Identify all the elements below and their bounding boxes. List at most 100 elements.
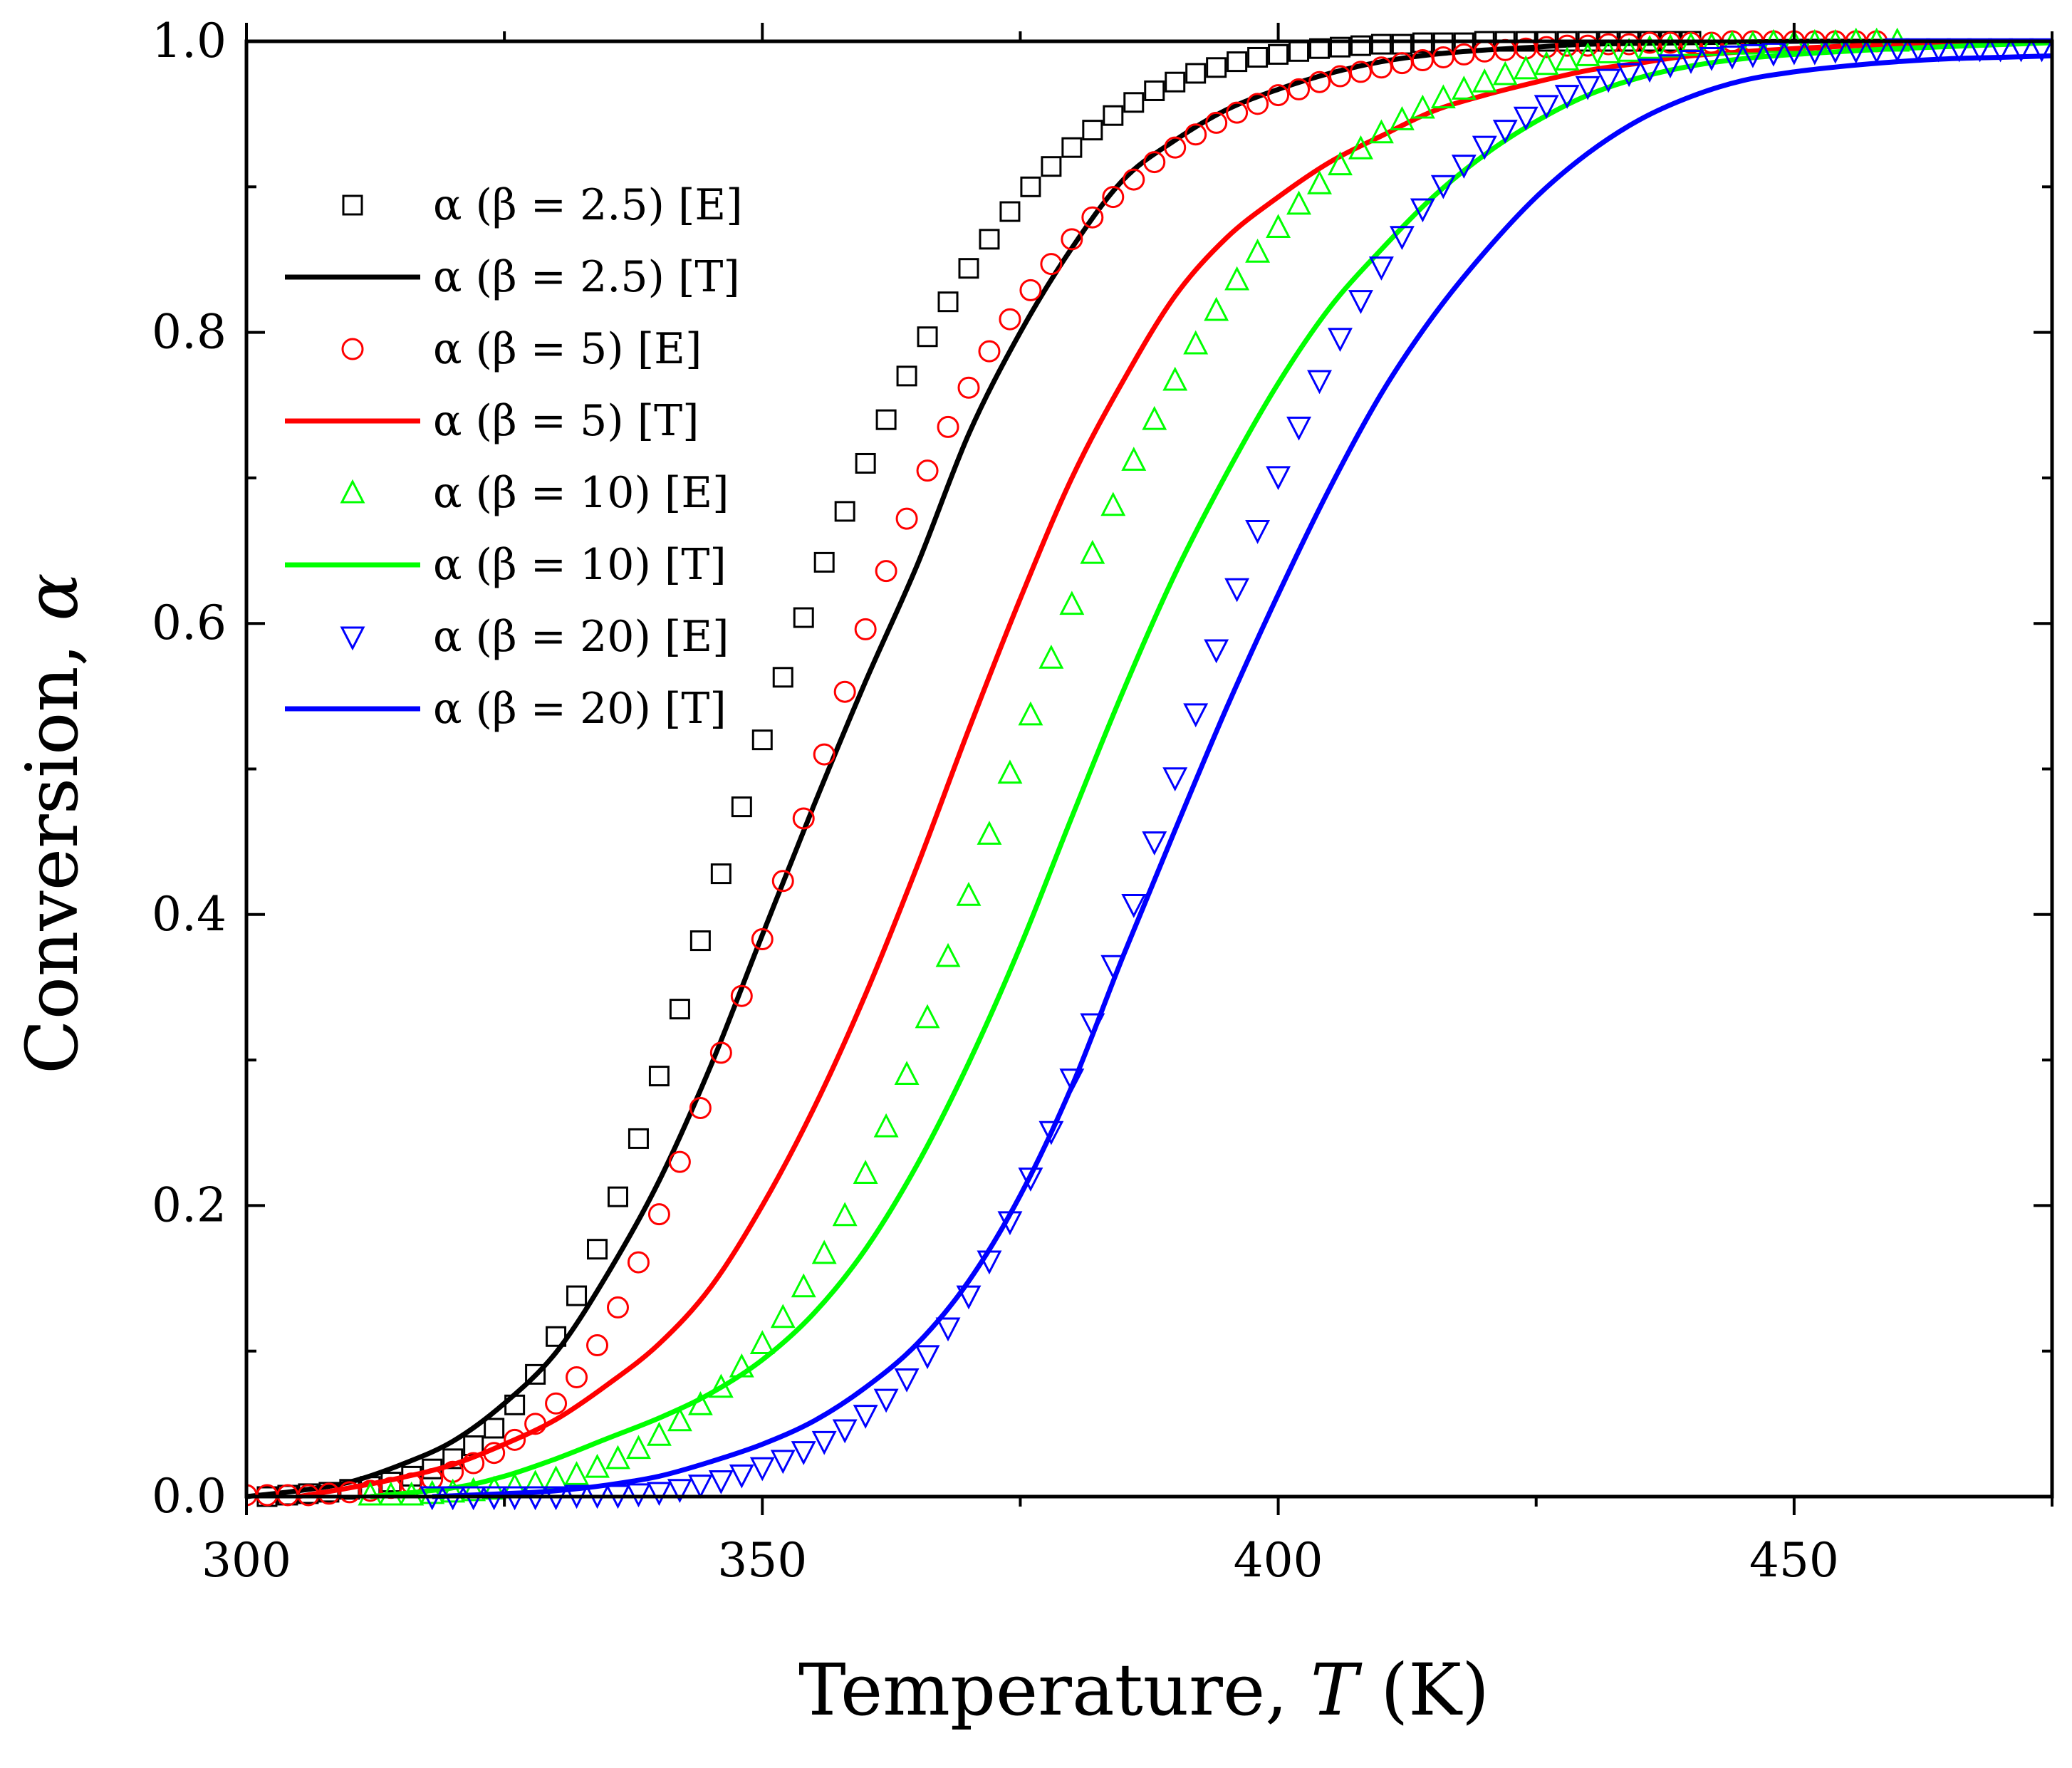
data-point-0-11: [484, 1418, 505, 1439]
data-point-6-18: [791, 1441, 816, 1465]
data-point-0-24: [751, 729, 773, 751]
data-point-0-55: [1391, 33, 1412, 55]
legend-marker-2: [341, 338, 364, 360]
legend-marker-0: [342, 194, 363, 216]
data-point-2-25: [751, 928, 774, 951]
series-line-7: [432, 53, 2052, 1499]
data-point-6-55: [1554, 85, 1580, 109]
data-point-2-58: [1432, 46, 1454, 68]
data-point-4-28: [935, 942, 961, 967]
legend-item-4: α (β = 10) [E]: [340, 468, 729, 518]
data-point-0-15: [566, 1285, 588, 1306]
data-point-4-19: [749, 1330, 775, 1354]
data-point-6-47: [1389, 226, 1415, 251]
series-1: [246, 38, 2052, 1499]
data-point-6-74: [1947, 38, 1972, 63]
x-axis-title: Temperature, T (K): [798, 1648, 1489, 1732]
data-point-2-15: [545, 1392, 568, 1415]
x-tick-label: 300: [202, 1533, 291, 1588]
data-point-2-39: [1040, 253, 1063, 276]
data-point-0-21: [689, 930, 711, 952]
data-point-2-46: [1185, 123, 1207, 146]
data-point-4-53: [1451, 76, 1477, 100]
data-point-2-29: [833, 680, 856, 703]
series-5: [370, 40, 2052, 1499]
legend-label-6: α (β = 20) [E]: [433, 612, 729, 662]
legend-label-4: α (β = 10) [E]: [433, 468, 729, 518]
data-point-4-56: [1513, 55, 1539, 80]
data-point-2-32: [895, 507, 918, 530]
data-point-4-24: [853, 1160, 878, 1184]
data-point-4-48: [1348, 135, 1373, 160]
data-point-6-54: [1534, 95, 1559, 120]
data-point-6-15: [729, 1464, 754, 1489]
data-point-4-67: [1740, 30, 1766, 55]
legend-label-1: α (β = 2.5) [T]: [433, 252, 740, 302]
data-point-6-59: [1637, 58, 1662, 83]
data-point-2-35: [957, 376, 980, 399]
data-point-2-24: [730, 984, 753, 1007]
data-point-0-30: [875, 409, 897, 430]
data-point-4-54: [1472, 68, 1497, 93]
data-point-4-64: [1678, 31, 1704, 56]
legend-marker-6: [340, 626, 365, 651]
data-point-4-44: [1266, 214, 1291, 239]
x-tick-label: 450: [1749, 1533, 1839, 1588]
series-line-5: [370, 40, 2052, 1499]
data-point-6-43: [1307, 370, 1332, 395]
legend-item-6: α (β = 20) [E]: [340, 612, 729, 662]
legend-label-3: α (β = 5) [T]: [433, 396, 699, 446]
y-axis-title-var: α: [11, 573, 94, 621]
data-point-6-46: [1368, 256, 1394, 281]
series-7: [432, 53, 2052, 1499]
data-point-2-53: [1328, 65, 1351, 88]
data-point-2-44: [1143, 151, 1166, 174]
data-point-2-52: [1308, 71, 1331, 93]
data-point-6-39: [1224, 578, 1250, 603]
data-point-0-35: [979, 229, 1000, 250]
data-point-0-29: [855, 452, 876, 474]
data-point-0-40: [1082, 120, 1103, 141]
data-point-4-49: [1368, 119, 1394, 144]
data-point-2-40: [1061, 228, 1083, 251]
series-4: [358, 27, 1910, 1506]
data-point-4-42: [1224, 266, 1250, 291]
data-point-0-45: [1185, 63, 1207, 84]
data-point-6-60: [1657, 54, 1683, 78]
data-point-0-23: [731, 796, 752, 818]
y-tick-label: 0.2: [152, 1177, 227, 1232]
data-point-4-31: [997, 759, 1023, 784]
data-point-2-54: [1349, 61, 1372, 83]
data-point-6-44: [1328, 328, 1353, 353]
data-point-6-52: [1492, 120, 1518, 144]
data-point-0-41: [1103, 105, 1124, 126]
data-point-4-45: [1286, 190, 1312, 215]
data-point-6-61: [1678, 50, 1704, 74]
y-axis-title-prefix: Conversion,: [11, 621, 94, 1074]
data-point-4-66: [1719, 30, 1745, 55]
data-point-6-22: [873, 1388, 899, 1413]
data-point-2-48: [1226, 101, 1249, 124]
data-point-6-77: [2009, 38, 2034, 63]
data-point-6-57: [1595, 68, 1621, 93]
data-point-6-56: [1575, 76, 1600, 100]
data-point-4-40: [1183, 330, 1209, 355]
data-point-6-72: [1905, 38, 1931, 63]
data-point-6-29: [1018, 1168, 1043, 1192]
data-point-4-11: [585, 1453, 610, 1478]
data-point-6-16: [749, 1457, 775, 1482]
data-point-2-37: [999, 308, 1021, 331]
data-point-4-51: [1410, 94, 1435, 119]
data-point-2-17: [586, 1334, 609, 1357]
data-point-4-27: [915, 1004, 940, 1029]
data-point-4-35: [1080, 539, 1105, 564]
data-point-2-43: [1123, 168, 1145, 191]
data-point-6-75: [1967, 38, 1993, 63]
data-point-0-31: [896, 365, 917, 387]
data-point-0-25: [772, 667, 793, 688]
data-point-4-61: [1616, 38, 1642, 62]
data-point-6-14: [708, 1470, 734, 1494]
data-point-6-13: [687, 1475, 713, 1499]
data-point-0-46: [1206, 57, 1227, 78]
data-point-0-37: [1020, 176, 1041, 197]
